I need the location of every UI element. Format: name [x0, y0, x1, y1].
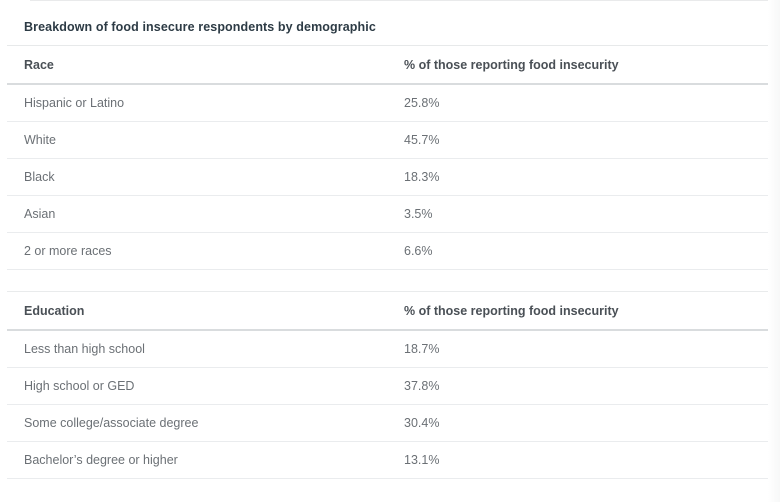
table-row: Less than high school 18.7% — [7, 331, 768, 368]
row-label: Black — [24, 170, 55, 184]
table-row: High school or GED 37.8% — [7, 368, 768, 405]
row-value: 30.4% — [404, 416, 440, 430]
race-table-header-row: Race % of those reporting food insecurit… — [7, 46, 768, 85]
row-value: 37.8% — [404, 379, 440, 393]
row-label: High school or GED — [24, 379, 135, 393]
row-value: 3.5% — [404, 207, 433, 221]
row-label: Less than high school — [24, 342, 145, 356]
row-value: 45.7% — [404, 133, 440, 147]
table-row: Hispanic or Latino 25.8% — [7, 85, 768, 122]
column-header-percentage: % of those reporting food insecurity — [404, 303, 619, 318]
top-divider-line — [30, 0, 780, 1]
table-row: Some college/associate degree 30.4% — [7, 405, 768, 442]
table-row: Bachelor’s degree or higher 13.1% — [7, 442, 768, 479]
row-label: Bachelor’s degree or higher — [24, 453, 178, 467]
table-row: Black 18.3% — [7, 159, 768, 196]
table-row: White 45.7% — [7, 122, 768, 159]
row-value: 18.3% — [404, 170, 440, 184]
table-row: 2 or more races 6.6% — [7, 233, 768, 270]
section-gap — [0, 270, 780, 291]
table-row: Asian 3.5% — [7, 196, 768, 233]
row-label: Asian — [24, 207, 56, 221]
row-value: 18.7% — [404, 342, 440, 356]
table-title: Breakdown of food insecure respondents b… — [7, 0, 768, 46]
column-header-education: Education — [24, 303, 85, 318]
row-label: White — [24, 133, 56, 147]
education-table-header-row: Education % of those reporting food inse… — [7, 292, 768, 331]
row-value: 6.6% — [404, 244, 433, 258]
row-value: 25.8% — [404, 96, 440, 110]
row-value: 13.1% — [404, 453, 440, 467]
education-table: Education % of those reporting food inse… — [7, 291, 768, 479]
row-label: 2 or more races — [24, 244, 112, 258]
right-edge-shading — [768, 0, 780, 502]
column-header-percentage: % of those reporting food insecurity — [404, 57, 619, 72]
column-header-race: Race — [24, 57, 54, 72]
row-label: Hispanic or Latino — [24, 96, 125, 110]
race-table: Race % of those reporting food insecurit… — [7, 46, 768, 270]
row-label: Some college/associate degree — [24, 416, 199, 430]
